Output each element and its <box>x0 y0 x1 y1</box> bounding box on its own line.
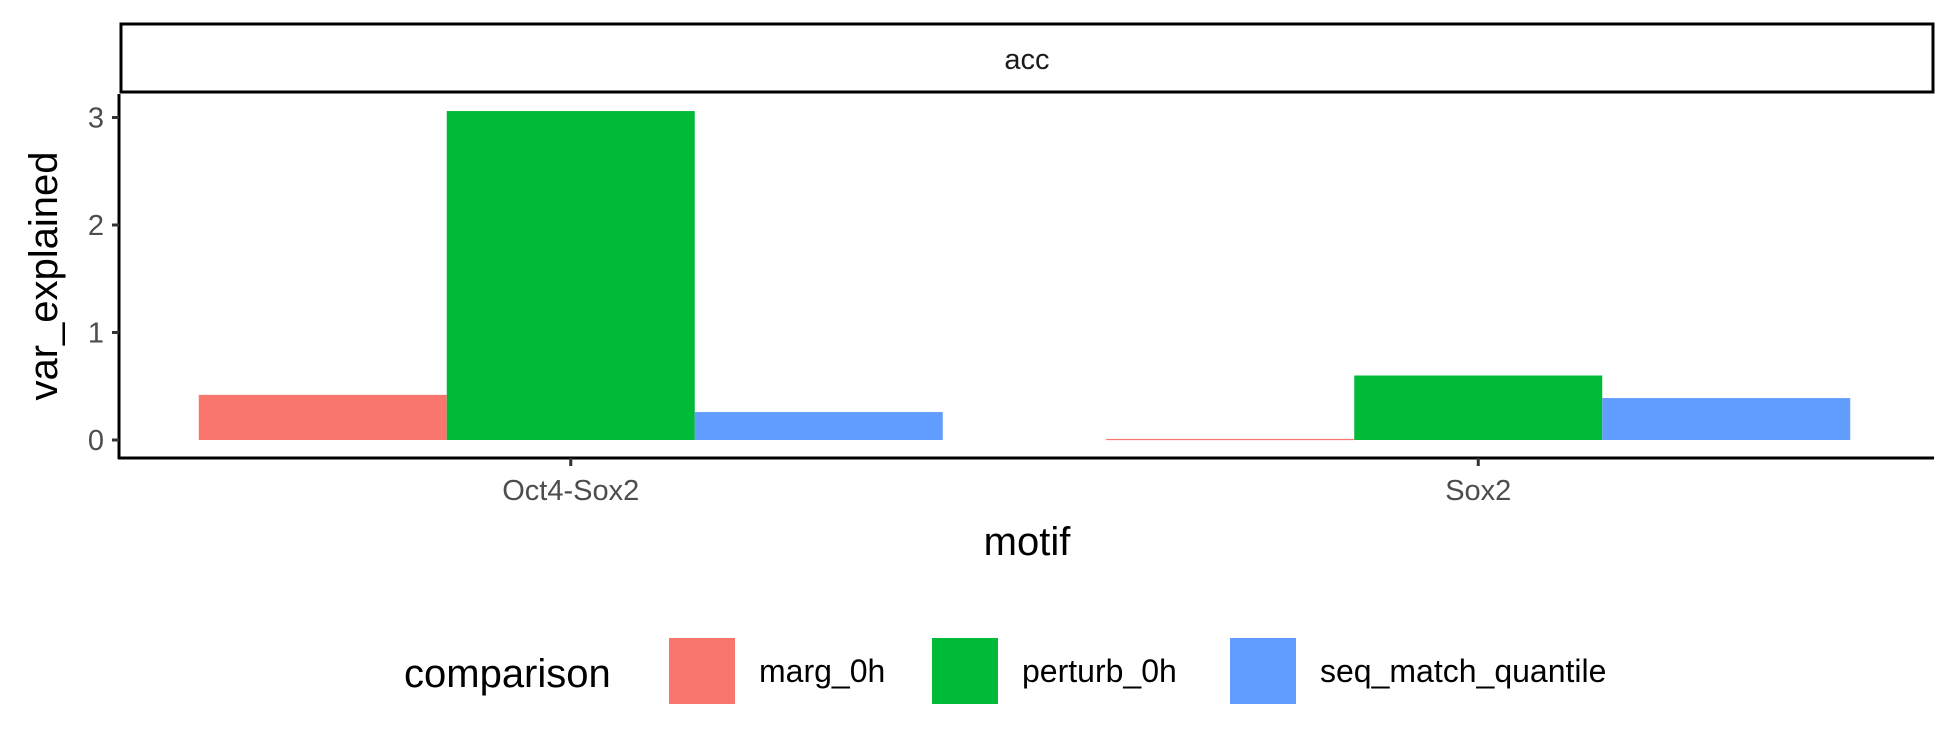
y-ticks-group: 0 1 2 3 <box>88 103 119 457</box>
legend-title: comparison <box>404 652 611 696</box>
y-axis-title: var_explained <box>22 151 66 400</box>
x-tick-label-Oct4-Sox2: Oct4-Sox2 <box>502 475 639 507</box>
y-tick-label-3: 3 <box>88 103 104 135</box>
bar-marg_0h-Sox2 <box>1106 438 1355 441</box>
bar-perturb_0h-Sox2 <box>1354 375 1603 440</box>
y-tick-label-0: 0 <box>88 425 104 457</box>
bar-marg_0h-Oct4-Sox2 <box>198 394 447 440</box>
legend-label-seq_match_quantile: seq_match_quantile <box>1320 653 1606 689</box>
x-ticks-group: Oct4-Sox2 Sox2 <box>502 458 1511 507</box>
bar-seq_match_quantile-Oct4-Sox2 <box>694 412 943 440</box>
facet-strip-label: acc <box>1004 44 1049 76</box>
legend-group: marg_0h perturb_0h seq_match_quantile <box>669 638 1606 704</box>
bar-perturb_0h-Oct4-Sox2 <box>446 111 695 441</box>
bar-seq_match_quantile-Sox2 <box>1602 398 1851 440</box>
y-tick-label-2: 2 <box>88 210 104 242</box>
x-axis-title: motif <box>984 520 1072 564</box>
x-tick-label-Sox2: Sox2 <box>1445 475 1511 507</box>
bars-group <box>198 111 1851 441</box>
legend-key-marg_0h <box>669 638 735 704</box>
legend-key-seq_match_quantile <box>1230 638 1296 704</box>
legend-label-marg_0h: marg_0h <box>759 653 885 689</box>
facet-strip <box>119 22 1935 94</box>
legend-label-perturb_0h: perturb_0h <box>1022 653 1177 689</box>
legend-key-perturb_0h <box>932 638 998 704</box>
y-tick-label-1: 1 <box>88 318 104 350</box>
